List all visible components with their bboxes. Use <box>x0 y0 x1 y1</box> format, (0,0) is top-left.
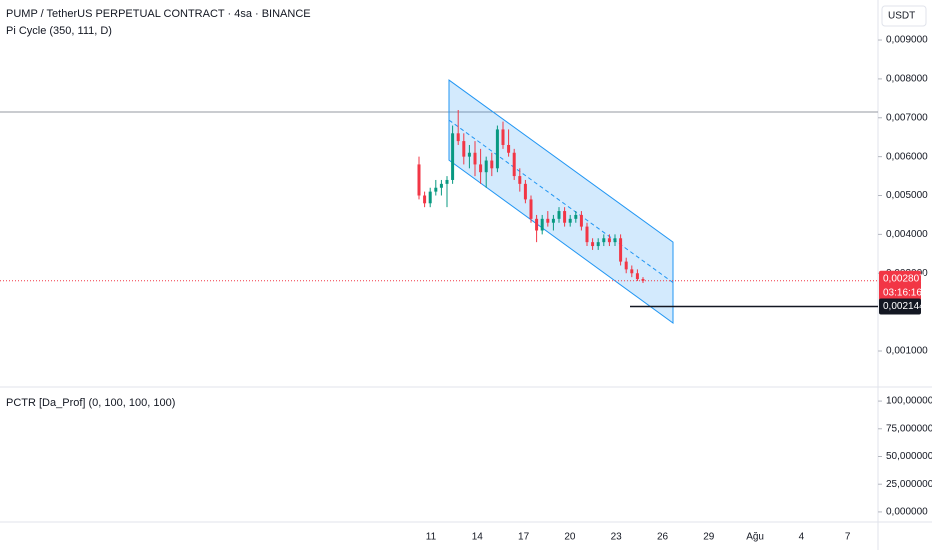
candle-body <box>445 179 449 184</box>
x-tick-label: 11 <box>426 532 437 543</box>
candle-body <box>585 226 589 243</box>
y-tick-label: 0,009000 <box>886 35 928 46</box>
candle-body <box>490 160 494 169</box>
support-price-label: 0,002144 <box>883 301 925 312</box>
y-tick-label: 25,000000 <box>886 479 932 490</box>
candle-body <box>635 273 639 280</box>
candle-body <box>434 187 438 192</box>
candle-body <box>602 238 606 243</box>
x-tick-label: 26 <box>657 532 669 543</box>
countdown-label: 03:16:16 <box>883 287 922 298</box>
x-tick-label: 29 <box>703 532 715 543</box>
candle-body <box>607 238 611 243</box>
candle-body <box>479 164 483 173</box>
indicator-title: PCTR [Da_Prof] (0, 100, 100, 100) <box>6 397 175 409</box>
x-tick-label: 14 <box>472 532 484 543</box>
currency-box[interactable] <box>881 5 927 27</box>
candle-body <box>456 133 460 142</box>
x-tick-label: 4 <box>799 532 805 543</box>
candle-body <box>428 191 432 204</box>
candle-body <box>417 164 421 196</box>
candle-body <box>568 218 572 223</box>
candle-body <box>596 242 600 247</box>
candle-body <box>467 152 471 157</box>
candle-body <box>579 214 583 227</box>
candle-body <box>619 238 623 262</box>
candle-body <box>574 214 578 219</box>
y-tick-label: 0,001000 <box>886 346 928 357</box>
candle-body <box>518 176 522 184</box>
candle-body <box>546 218 550 223</box>
x-tick-label: 7 <box>845 532 851 543</box>
x-tick-label: 17 <box>518 532 530 543</box>
candle-body <box>557 211 561 219</box>
last-price-box <box>879 270 921 301</box>
candle-body <box>484 160 488 173</box>
candle-body <box>462 141 466 157</box>
candle-body <box>501 129 505 145</box>
y-tick-label: 100,000000 <box>886 396 932 407</box>
x-tick-label: 20 <box>564 532 576 543</box>
support-price-box <box>879 298 921 315</box>
candle-body <box>641 279 645 281</box>
y-tick-label: 0,008000 <box>886 74 928 85</box>
candle-body <box>523 183 527 200</box>
chart-title: PUMP / TetherUS PERPETUAL CONTRACT · 4sa… <box>6 8 311 20</box>
parallel-channel <box>448 79 674 324</box>
candle-body <box>624 261 628 270</box>
y-tick-label: 75,000000 <box>886 423 932 434</box>
candle-body <box>473 152 477 165</box>
y-tick-label: 50,000000 <box>886 451 932 462</box>
candle-body <box>439 183 443 188</box>
y-tick-label: 0,006000 <box>886 151 928 162</box>
candle-body <box>535 218 539 231</box>
x-tick-label: Ağu <box>746 532 764 543</box>
y-tick-label: 0,000000 <box>886 507 928 518</box>
candle-body <box>563 211 567 223</box>
candle-body <box>591 242 595 247</box>
candle-body <box>613 238 617 243</box>
candle-body <box>495 129 499 169</box>
currency: USDT <box>888 11 915 22</box>
candle-body <box>512 152 516 177</box>
candle-body <box>451 133 455 180</box>
last-price-label: 0,002807 <box>883 273 925 284</box>
candle-body <box>529 199 533 219</box>
candle-body <box>540 218 544 231</box>
y-tick-label: 0,007000 <box>886 112 928 123</box>
candle-body <box>507 144 511 153</box>
y-tick-label: 0,005000 <box>886 190 928 201</box>
candle-body <box>630 269 634 274</box>
x-tick-label: 23 <box>611 532 623 543</box>
candle-body <box>423 195 427 204</box>
indicator-label: Pi Cycle (350, 111, D) <box>6 25 112 37</box>
candle-body <box>551 218 555 223</box>
y-tick-label: 0,004000 <box>886 229 928 240</box>
